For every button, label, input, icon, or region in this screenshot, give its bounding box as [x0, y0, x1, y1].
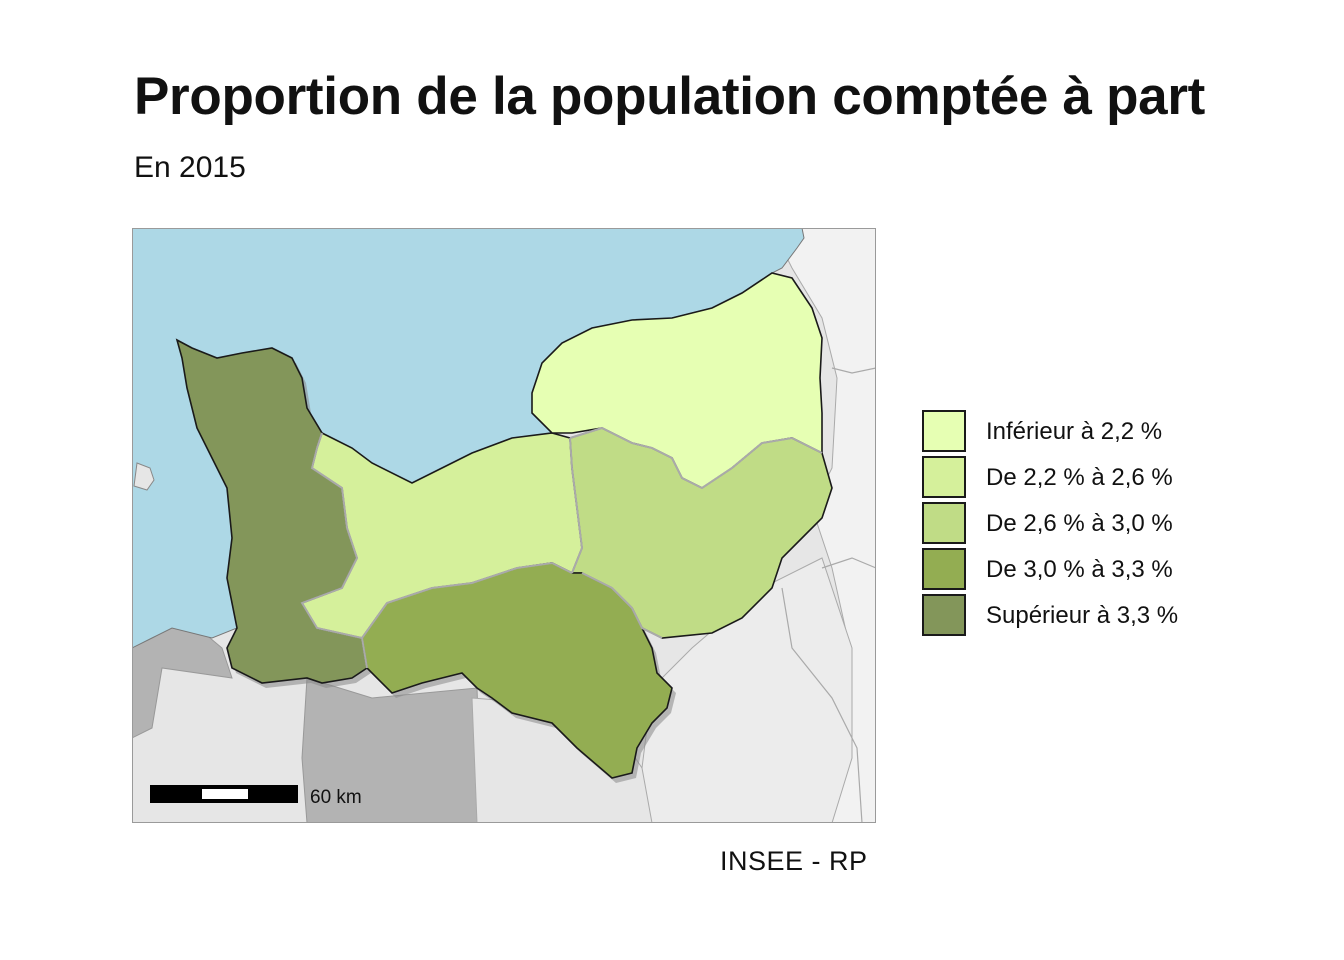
map-title: Proportion de la population comptée à pa… — [134, 67, 1206, 126]
neighbour-south-west — [301, 677, 483, 823]
border-calvados-orne — [361, 561, 573, 639]
map-subtitle: En 2015 — [134, 151, 246, 184]
legend-swatch — [922, 456, 966, 498]
legend-label: Supérieur à 3,3 % — [986, 602, 1179, 629]
legend-label: De 3,0 % à 3,3 % — [986, 556, 1173, 583]
legend-label: De 2,2 % à 2,6 % — [986, 464, 1173, 491]
legend-swatch — [922, 594, 966, 636]
scale-bar: 60 km — [150, 785, 362, 808]
scale-bar-label: 60 km — [310, 787, 362, 808]
source-label: INSEE - RP — [720, 846, 868, 876]
border-calvados-eure — [569, 437, 584, 574]
border-eure-orne — [581, 572, 663, 639]
legend-label: De 2,6 % à 3,0 % — [986, 510, 1173, 537]
legend-swatch — [922, 502, 966, 544]
island — [133, 462, 155, 491]
legend-swatch — [922, 410, 966, 452]
border-calvados-manche — [300, 432, 363, 639]
legend-label: Inférieur à 2,2 % — [986, 418, 1163, 445]
border-eure-seine — [569, 426, 823, 490]
choropleth-map: 60 km — [132, 228, 876, 823]
legend-swatch — [922, 548, 966, 590]
border-manche-orne — [361, 637, 368, 669]
